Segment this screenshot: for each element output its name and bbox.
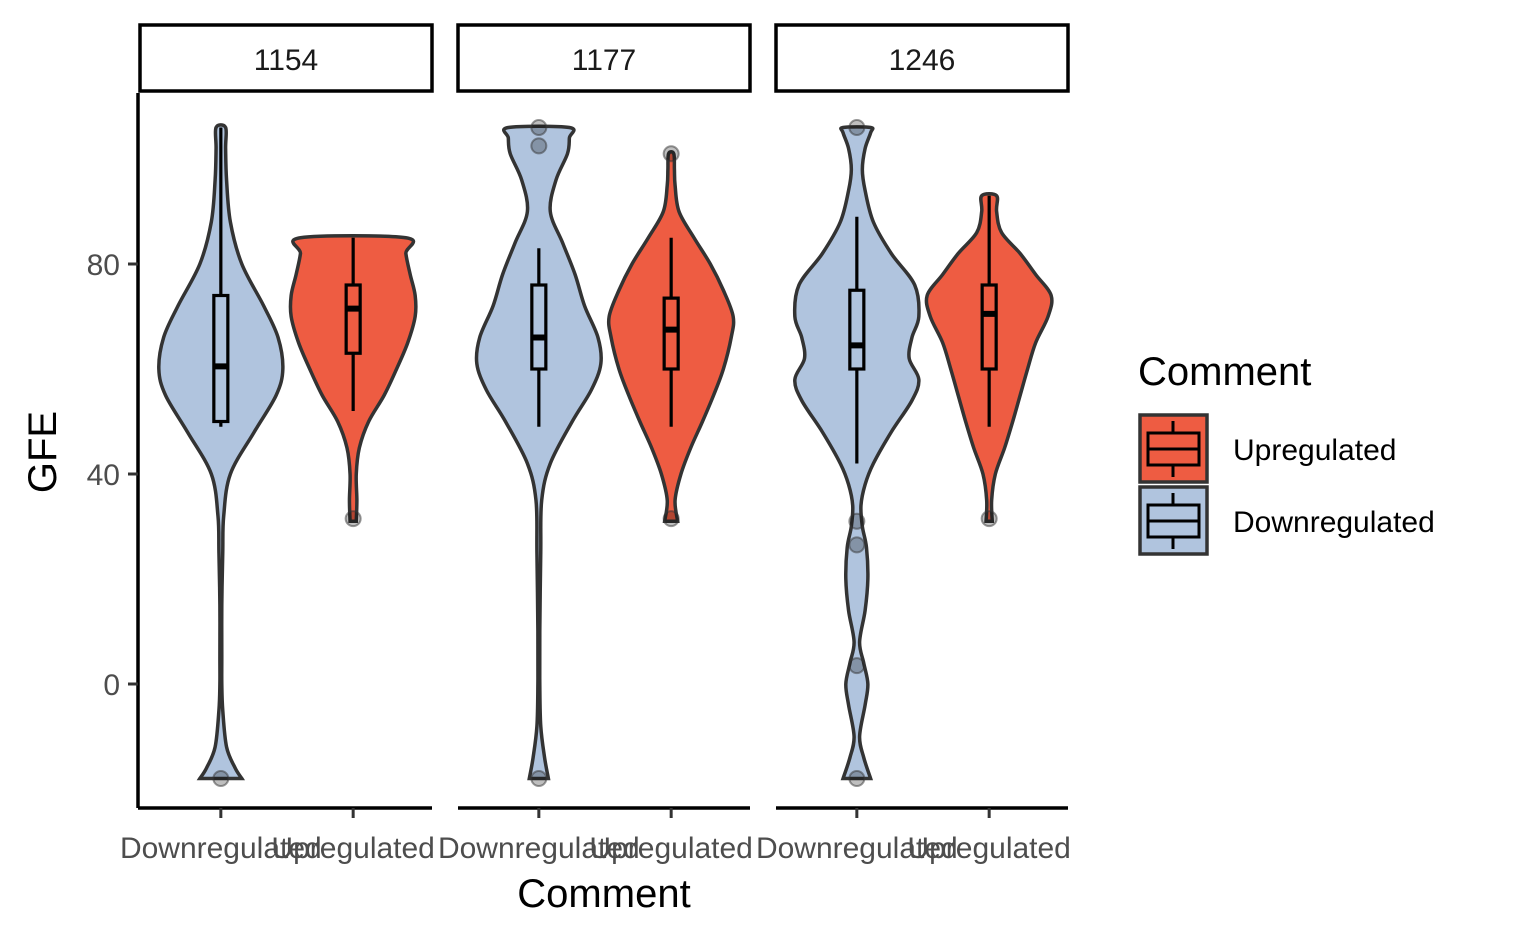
facet-strip-label: 1154 — [254, 44, 319, 77]
legend-item-downregulated: Downregulated — [1138, 485, 1435, 556]
facet-strip — [456, 23, 752, 93]
violin-upregulated — [606, 150, 736, 523]
outlier-point — [662, 145, 680, 163]
outlier-point — [848, 770, 866, 787]
violin-upregulated — [924, 192, 1054, 523]
violin-downregulated — [157, 123, 285, 781]
outlier-point — [848, 536, 866, 554]
outlier-point — [848, 119, 866, 136]
legend: Comment Upregulated Downregulated — [1138, 350, 1435, 556]
x-tick-label: Upregulated — [907, 832, 1070, 865]
x-tick-label: Downregulated — [438, 832, 640, 865]
facet-strip — [138, 23, 434, 93]
facet-strip-label: 1177 — [572, 44, 637, 77]
facet-strip — [774, 23, 1070, 93]
y-axis-title: GFE — [21, 411, 65, 493]
box-iqr — [980, 283, 998, 371]
x-tick-label: Downregulated — [120, 832, 322, 865]
outlier-point — [980, 510, 998, 528]
outlier-point — [530, 770, 548, 787]
outlier-point — [530, 119, 548, 136]
legend-item-upregulated: Upregulated — [1138, 413, 1396, 484]
violin-downregulated — [474, 124, 603, 781]
x-tick-label: Upregulated — [271, 832, 434, 865]
box-iqr — [344, 283, 362, 355]
legend-label: Upregulated — [1233, 434, 1396, 467]
outlier-point — [848, 512, 866, 530]
y-tick-label: 80 — [87, 249, 120, 282]
x-tick-label: Downregulated — [756, 832, 958, 865]
x-tick-label: Upregulated — [589, 832, 752, 865]
legend-items: Upregulated Downregulated — [1138, 413, 1435, 556]
outlier-point — [662, 510, 680, 528]
box-iqr — [662, 296, 680, 371]
outlier-point — [212, 770, 230, 787]
x-axis-title: Comment — [517, 872, 690, 916]
outlier-point — [848, 657, 866, 675]
y-tick-label: 0 — [103, 669, 120, 702]
outlier-point — [344, 510, 362, 528]
facet-strip-label: 1246 — [889, 44, 956, 77]
legend-label: Downregulated — [1233, 506, 1435, 539]
outlier-point — [530, 137, 548, 155]
box-iqr — [212, 293, 230, 424]
box-iqr — [530, 283, 548, 371]
box-iqr — [848, 288, 866, 371]
y-tick-label: 40 — [87, 459, 120, 492]
legend-title: Comment — [1138, 350, 1311, 394]
panels-layer: 040801154DownregulatedUpregulated1177Dow… — [87, 23, 1071, 865]
